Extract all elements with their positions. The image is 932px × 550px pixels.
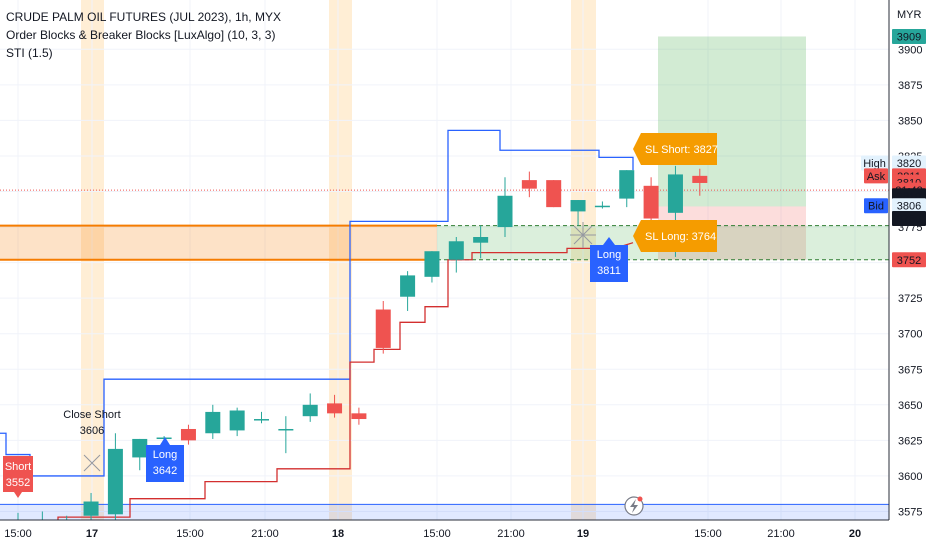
price-tick-label: 3675 <box>898 364 922 376</box>
price-tick-label: 3900 <box>898 44 922 56</box>
price-tick-label: 3875 <box>898 80 922 92</box>
candle-body[interactable] <box>83 501 99 516</box>
time-tick-label: 21:00 <box>767 528 795 540</box>
time-axis-bg <box>0 520 932 550</box>
price-badge-stop <box>892 252 926 268</box>
price-badge-bid <box>892 198 926 214</box>
chart-legend: CRUDE PALM OIL FUTURES (JUL 2023), 1h, M… <box>6 8 281 62</box>
close-short-value: 3606 <box>80 425 104 437</box>
time-tick-label: 21:00 <box>497 528 525 540</box>
price-tick-label: 3600 <box>898 471 922 483</box>
candle-body[interactable] <box>424 251 440 277</box>
candle-body[interactable] <box>375 309 391 348</box>
lightning-icon-glyph <box>630 499 638 513</box>
time-tick-label: 20 <box>849 528 861 540</box>
candle-body[interactable] <box>521 180 537 189</box>
sti-trail-lower <box>57 242 634 526</box>
price-badge-text: Bid <box>868 201 884 213</box>
price-tick-label: 3850 <box>898 115 922 127</box>
price-badge-level <box>892 211 926 227</box>
candle-body[interactable] <box>643 185 659 219</box>
candle-body[interactable] <box>107 448 123 515</box>
candle-body[interactable] <box>327 403 343 414</box>
price-badge-text: 3789 <box>897 214 921 226</box>
candle-body[interactable] <box>254 419 269 421</box>
price-tick-label: 3650 <box>898 400 922 412</box>
candle-body[interactable] <box>351 413 367 420</box>
price-badge-text: 3752 <box>897 255 921 267</box>
candle-body[interactable] <box>594 205 610 208</box>
bullish-order-block[interactable] <box>0 225 437 260</box>
long-signal-tag[interactable] <box>590 237 628 282</box>
time-tick-label: 15:00 <box>176 528 204 540</box>
price-tick-label: 3625 <box>898 435 922 447</box>
sl-short-text: SL Short: 3827 <box>645 144 718 156</box>
price-badge-ask-label <box>864 168 888 184</box>
long-signal-value: 3811 <box>597 265 621 277</box>
close-short-label: Close Short <box>63 409 120 421</box>
sl-short-tag[interactable] <box>633 133 717 165</box>
price-badge-target <box>892 28 926 44</box>
symbol-title[interactable]: CRUDE PALM OIL FUTURES (JUL 2023), 1h, M… <box>6 10 281 24</box>
candle-body[interactable] <box>497 195 513 228</box>
candle-body[interactable] <box>619 170 635 199</box>
candle-body[interactable] <box>229 410 245 431</box>
time-tick-label: 18 <box>332 528 344 540</box>
price-badge-text: 3806 <box>897 201 921 213</box>
long-signal-value: 3642 <box>153 465 177 477</box>
bearish-block-zone[interactable] <box>0 504 889 520</box>
price-badge-text: Ask <box>867 171 886 183</box>
price-badge-text: 3909 <box>897 31 921 43</box>
price-axis-bg <box>889 0 932 550</box>
price-badge-text: 3820 <box>897 158 921 170</box>
alert-dot-icon <box>637 496 643 502</box>
candle-body[interactable] <box>692 175 708 183</box>
candle-body[interactable] <box>400 275 416 297</box>
time-tick-label: 17 <box>86 528 98 540</box>
candle-body[interactable] <box>278 428 294 431</box>
indicator-order-blocks[interactable]: Order Blocks & Breaker Blocks [LuxAlgo] … <box>6 28 276 42</box>
close-marker-icon <box>570 222 596 248</box>
sl-long-text: SL Long: 3764 <box>645 231 716 243</box>
time-tick-label: 15:00 <box>423 528 451 540</box>
price-tick-label: 3700 <box>898 329 922 341</box>
short-signal-tag[interactable] <box>3 456 33 498</box>
time-tick-label: 19 <box>577 528 589 540</box>
candle-body[interactable] <box>546 180 562 208</box>
long-signal-tag[interactable] <box>146 437 184 482</box>
price-badge-bid-label <box>864 198 888 214</box>
time-tick-label: 15:00 <box>694 528 722 540</box>
candle-body[interactable] <box>667 174 683 213</box>
price-badge-text: High <box>863 158 886 170</box>
candle-body[interactable] <box>205 411 221 434</box>
candle-body[interactable] <box>473 237 489 243</box>
short-signal-title: Short <box>5 461 31 473</box>
candle-body[interactable] <box>156 437 172 440</box>
sti-trail-upper <box>0 129 634 477</box>
long-signal-title: Long <box>153 449 177 461</box>
candle-body[interactable] <box>302 404 318 417</box>
sl-long-tag[interactable] <box>633 220 717 252</box>
price-tick-label: 3575 <box>898 506 922 518</box>
price-tick-label: 3725 <box>898 293 922 305</box>
indicator-sti[interactable]: STI (1.5) <box>6 46 53 60</box>
time-tick-label: 21:00 <box>251 528 279 540</box>
candle-body[interactable] <box>570 200 586 212</box>
currency-label: MYR <box>897 9 922 21</box>
candle-body[interactable] <box>132 438 148 458</box>
price-badge-high-label <box>861 155 888 171</box>
short-signal-value: 3552 <box>6 477 30 489</box>
candle-body[interactable] <box>448 241 464 260</box>
price-badge-high <box>892 155 926 171</box>
candle-body[interactable] <box>180 428 196 441</box>
time-tick-label: 15:00 <box>4 528 32 540</box>
close-marker-icon <box>83 454 101 472</box>
long-signal-title: Long <box>597 249 621 261</box>
